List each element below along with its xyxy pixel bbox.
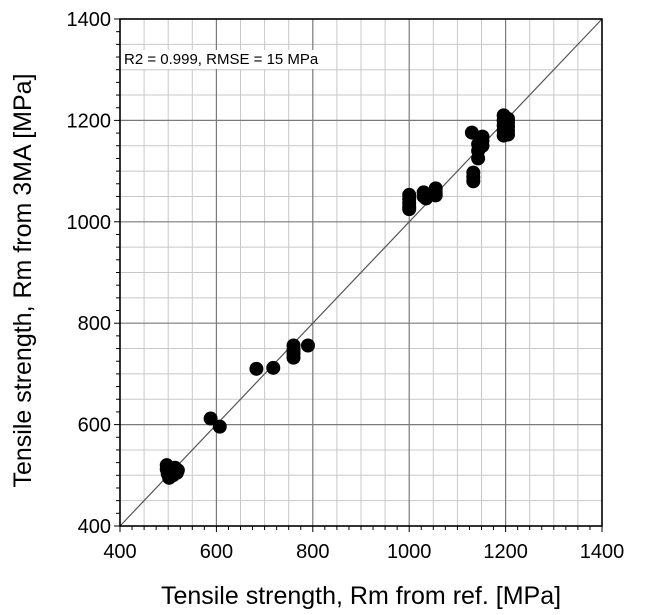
data-point [466,174,481,189]
x-tick-labels: 400 600 800 1000 1200 1400 [103,541,624,563]
data-point [471,151,486,166]
data-point [428,188,443,203]
x-tick-label: 800 [296,541,329,563]
minor-grid [120,19,602,526]
x-tick-label: 600 [200,541,233,563]
data-points [159,108,516,485]
y-tick-label: 800 [78,313,111,335]
data-point [170,463,185,478]
annotation-background [122,50,321,69]
identity-reference-line [119,18,603,527]
plot-frame [119,18,603,527]
x-tick-label: 1200 [483,541,528,563]
y-tick-label: 400 [78,516,111,538]
y-axis-title: Tensile strength, Rm from 3MA [MPa] [9,73,37,487]
x-axis-title: Tensile strength, Rm from ref. [MPa] [161,582,561,610]
data-point [402,202,417,217]
annotation-text: R2 = 0.999, RMSE = 15 MPa [124,51,319,68]
data-point [286,350,301,365]
y-tick-label: 1000 [67,212,112,234]
data-point [501,127,516,142]
data-point [249,361,264,376]
data-point [464,125,479,140]
x-tick-label: 400 [103,541,136,563]
y-tick-label: 600 [78,415,111,437]
y-tick-label: 1200 [67,110,112,132]
data-point [475,138,490,153]
data-point [300,338,315,353]
y-tick-label: 1400 [67,9,112,31]
major-grid [120,19,602,526]
x-tick-label: 1000 [387,541,432,563]
data-point [266,360,281,375]
data-point [203,411,218,426]
y-tick-labels: 400 600 800 1000 1200 1400 [67,9,112,538]
x-tick-label: 1400 [580,541,625,563]
data-point [212,419,227,434]
